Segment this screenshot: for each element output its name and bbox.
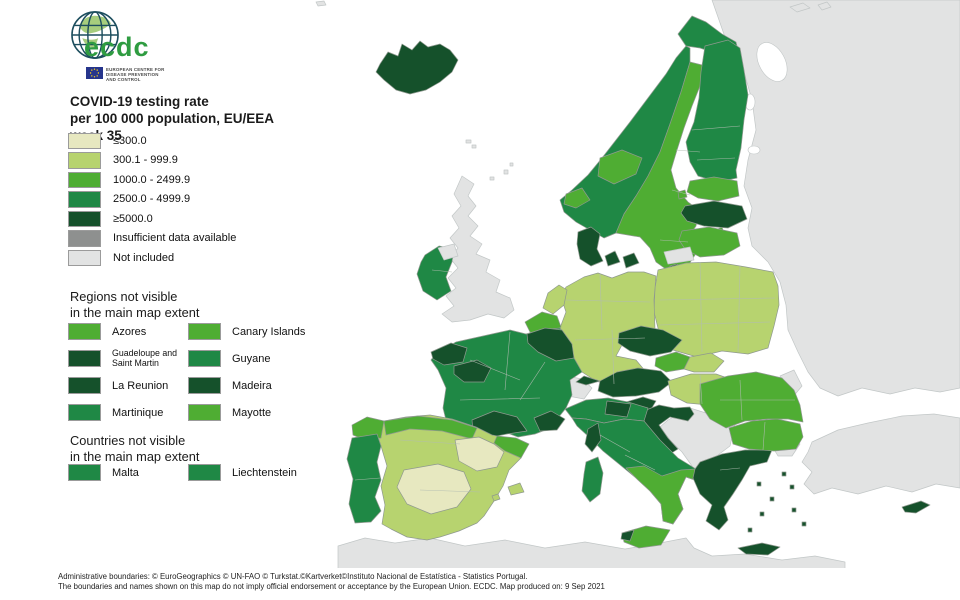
region-spain-center [396, 463, 472, 515]
country-denmark [576, 226, 604, 267]
not-included-overlays [437, 243, 695, 265]
country-finland [685, 39, 749, 183]
regions-section-heading: Regions not visible in the main map exte… [70, 289, 200, 320]
region-france-north [526, 327, 575, 362]
footer-attribution: Administrative boundaries: © EuroGeograp… [58, 572, 605, 591]
islands-balearic [491, 482, 525, 502]
island-sardinia [581, 456, 604, 503]
region-borders [354, 125, 795, 493]
legend-row: Not included [68, 248, 236, 268]
islands-shetland-orkney [489, 162, 514, 181]
region-swatch [188, 350, 221, 367]
ecdc-org-name: EUROPEAN CENTRE FOR DISEASE PREVENTION A… [106, 67, 165, 82]
country-cyprus [901, 500, 931, 514]
country-swatch [188, 464, 221, 481]
region-item: Martinique [68, 404, 188, 421]
region-item: Azores [68, 323, 188, 340]
region-kaliningrad [663, 246, 695, 265]
country-item: Malta [68, 464, 188, 481]
country-russia [711, 0, 960, 397]
region-norway-mid [597, 149, 643, 185]
ecdc-logo: ecdc EUROPEAN CENTRE FOR DISEASE PREVENT… [66, 6, 196, 92]
region-austria-tyrol [575, 375, 601, 386]
legend-row: ≥5000.0 [68, 209, 236, 229]
legend-row: ≤300.0 [68, 131, 236, 151]
region-swatch [68, 323, 101, 340]
legend-label: 300.1 - 999.9 [113, 154, 178, 167]
legend-swatch [68, 191, 101, 208]
islands-estonia [677, 189, 688, 200]
country-poland [653, 261, 780, 358]
region-norway-southwest [563, 187, 591, 209]
region-northern-ireland [437, 243, 459, 261]
country-greece [692, 449, 773, 531]
legend-swatch [68, 249, 101, 266]
country-estonia [686, 176, 740, 202]
country-netherlands [542, 284, 568, 315]
legend-label: Not included [113, 251, 175, 264]
country-czechia [617, 325, 683, 357]
region-swatch [188, 404, 221, 421]
country-bulgaria [728, 418, 804, 452]
legend: ≤300.0 300.1 - 999.9 1000.0 - 2499.9 250… [68, 131, 236, 268]
ecdc-globe-icon [71, 11, 119, 59]
legend-label: 1000.0 - 2499.9 [113, 173, 191, 186]
region-item: Guyane [188, 350, 338, 367]
legend-row: 2500.0 - 4999.9 [68, 190, 236, 210]
islands-faroe [465, 139, 477, 149]
footer-background [0, 568, 960, 600]
country-item: Liechtenstein [188, 464, 338, 481]
legend-row: Insufficient data available [68, 229, 236, 249]
region-sicily-west [620, 529, 635, 542]
ecdc-wordmark: ecdc [84, 32, 150, 62]
region-item: Guadeloupe and Saint Martin [68, 348, 188, 367]
islands-aegean [747, 471, 807, 533]
region-swatch [68, 350, 101, 367]
region-italy-south [625, 465, 709, 525]
island-corsica [584, 422, 602, 453]
country-latvia [680, 200, 748, 229]
region-swatch [188, 323, 221, 340]
region-slovakia-east [683, 352, 725, 373]
region-spain-catalonia [493, 435, 530, 459]
region-item: Canary Islands [188, 323, 338, 340]
region-france-west [453, 359, 492, 383]
country-swatch [68, 464, 101, 481]
region-item: Madeira [188, 377, 338, 394]
legend-swatch [68, 210, 101, 227]
country-austria [597, 367, 673, 398]
region-france-provence [533, 410, 566, 432]
legend-label: 2500.0 - 4999.9 [113, 193, 191, 206]
legend-row: 300.1 - 999.9 [68, 151, 236, 171]
legend-label: Insufficient data available [113, 232, 237, 245]
country-turkey [801, 413, 960, 495]
region-item: La Reunion [68, 377, 188, 394]
eu-flag-icon [86, 67, 103, 79]
legend-swatch [68, 171, 101, 188]
region-spain-aragon [454, 436, 505, 472]
region-swatch [188, 377, 221, 394]
legend-swatch [68, 152, 101, 169]
country-iceland [375, 40, 459, 95]
countries-section-heading: Countries not visible in the main map ex… [70, 433, 200, 464]
country-united-kingdom [441, 175, 515, 323]
region-swatch [68, 404, 101, 421]
legend-swatch [68, 132, 101, 149]
legend-label: ≤300.0 [113, 134, 147, 147]
island-sicily [621, 525, 671, 549]
region-france-brittany [430, 342, 468, 366]
country-lithuania [678, 226, 741, 258]
legend-row: 1000.0 - 2499.9 [68, 170, 236, 190]
region-swatch [68, 377, 101, 394]
region-item: Mayotte [188, 404, 338, 421]
country-portugal [346, 433, 382, 524]
island-crete [737, 542, 781, 556]
islands-arctic [315, 0, 832, 13]
countries-not-visible-list: Malta Liechtenstein [68, 464, 338, 481]
legend-label: ≥5000.0 [113, 212, 153, 225]
legend-swatch [68, 230, 101, 247]
region-italy-northeast [604, 400, 632, 418]
regions-not-visible-list: Azores Canary Islands Guadeloupe and Sai… [68, 323, 338, 421]
